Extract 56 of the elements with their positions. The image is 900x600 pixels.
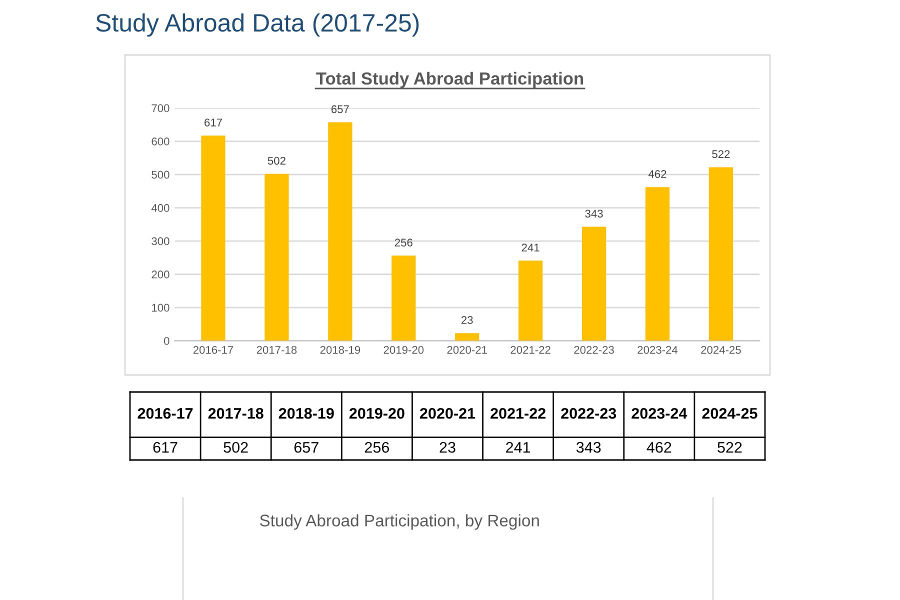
- data-label: 462: [648, 170, 666, 178]
- x-tick-label: 2019-20: [384, 346, 424, 354]
- text: Study Abroad Data (2017-25): [96, 13, 419, 37]
- data-label: 23: [461, 316, 473, 324]
- data-label: 522: [712, 150, 730, 158]
- x-tick-label: 2020-21: [447, 346, 487, 354]
- category-label: 2023-24: [632, 408, 688, 419]
- category-label: 2021-22: [490, 408, 546, 419]
- data-label: 241: [522, 244, 540, 252]
- data-label: 462: [646, 442, 672, 453]
- data-label: 241: [506, 442, 530, 453]
- y-tick-label: 700: [152, 104, 170, 112]
- data-label: 23: [440, 442, 456, 453]
- data-label: 657: [294, 442, 318, 453]
- y-tick-label: 500: [152, 170, 170, 179]
- x-tick-label: 2016-17: [193, 346, 234, 354]
- y-tick-label: 600: [152, 138, 170, 146]
- x-tick-label: 2022-23: [574, 346, 614, 354]
- bar: [264, 174, 289, 341]
- y-tick-label: 200: [152, 270, 170, 278]
- category-label: 2016-17: [138, 408, 193, 419]
- x-tick-label: 2023-24: [638, 346, 678, 354]
- category-label: 2019-20: [349, 408, 404, 419]
- bar: [455, 333, 480, 341]
- y-tick-label: 400: [151, 204, 170, 212]
- data-label: 617: [153, 442, 178, 453]
- bar: [201, 136, 226, 341]
- category-label: 2020-21: [420, 408, 476, 419]
- data-label: 502: [268, 156, 286, 165]
- bar: [518, 260, 543, 341]
- bar: [582, 226, 606, 341]
- chart-title: Total Study Abroad Participation: [316, 72, 584, 88]
- category-label: 2022-23: [561, 408, 616, 419]
- data-label: 343: [585, 210, 603, 218]
- data-label: 502: [224, 442, 248, 453]
- y-tick-label: 0: [164, 337, 170, 345]
- data-label: 256: [364, 442, 390, 453]
- y-tick-label: 300: [152, 237, 170, 246]
- y-tick-label: 100: [152, 304, 170, 312]
- data-label: 343: [576, 442, 601, 453]
- category-label: 2024-25: [702, 408, 758, 419]
- x-tick-label: 2018-19: [320, 346, 360, 354]
- data-label: 617: [204, 118, 222, 126]
- category-label: 2018-19: [278, 408, 334, 419]
- text: Study Abroad Participation, by Region: [260, 514, 539, 530]
- x-tick-label: 2024-25: [701, 346, 741, 354]
- data-label: 522: [718, 442, 742, 453]
- data-label: 657: [331, 105, 349, 114]
- data-label: 256: [394, 238, 412, 247]
- bar: [645, 187, 670, 341]
- bar: [392, 256, 416, 341]
- bar: [708, 167, 734, 341]
- category-label: 2017-18: [208, 408, 264, 419]
- bar: [328, 122, 352, 341]
- x-tick-label: 2021-22: [510, 346, 550, 354]
- x-tick-label: 2017-18: [256, 346, 297, 354]
